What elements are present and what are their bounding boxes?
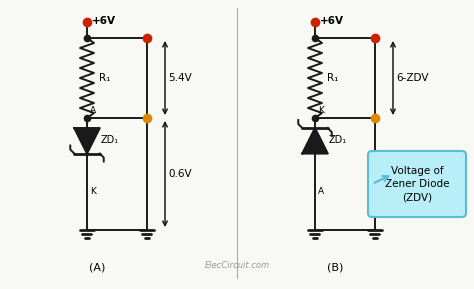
Text: 6-ZDV: 6-ZDV <box>396 73 428 83</box>
FancyBboxPatch shape <box>368 151 466 217</box>
Text: R₁: R₁ <box>99 73 110 83</box>
Text: (B): (B) <box>327 262 343 272</box>
Text: K: K <box>318 106 324 115</box>
Text: ElecCircuit.com: ElecCircuit.com <box>204 261 270 270</box>
Text: R₁: R₁ <box>327 73 338 83</box>
Polygon shape <box>74 128 100 153</box>
Text: Voltage of
Zener Diode
(ZDV): Voltage of Zener Diode (ZDV) <box>385 166 449 202</box>
Text: A: A <box>90 106 96 115</box>
Text: K: K <box>90 187 96 196</box>
Text: +6V: +6V <box>92 16 116 26</box>
Text: 5.4V: 5.4V <box>168 73 192 83</box>
Text: A: A <box>318 187 324 196</box>
Text: ZD₁: ZD₁ <box>101 135 119 145</box>
Text: (A): (A) <box>89 262 105 272</box>
Text: 0.6V: 0.6V <box>168 169 191 179</box>
Text: ZD₁: ZD₁ <box>329 135 347 145</box>
Polygon shape <box>302 128 328 153</box>
Text: +6V: +6V <box>320 16 344 26</box>
